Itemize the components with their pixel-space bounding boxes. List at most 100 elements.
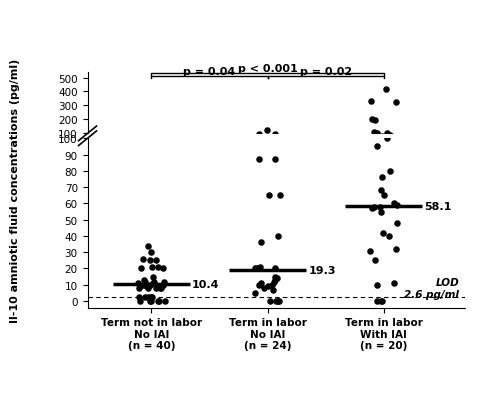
- Point: [250, 266, 258, 272]
- Point: [266, 144, 274, 150]
- Point: [372, 144, 380, 150]
- Point: [141, 143, 149, 150]
- Point: [270, 141, 278, 147]
- Point: [390, 142, 398, 149]
- Point: [136, 143, 143, 150]
- Point: [271, 157, 279, 163]
- Point: [271, 142, 279, 148]
- Point: [266, 135, 274, 141]
- Point: [272, 142, 280, 148]
- Point: [137, 141, 145, 147]
- Point: [146, 142, 154, 149]
- Point: [274, 275, 281, 282]
- Point: [152, 285, 160, 292]
- Point: [368, 205, 376, 212]
- Point: [254, 157, 262, 163]
- Point: [373, 142, 381, 149]
- Point: [386, 133, 394, 139]
- Point: [253, 141, 261, 147]
- Point: [160, 142, 168, 149]
- Point: [268, 142, 276, 149]
- Point: [136, 294, 143, 301]
- Point: [264, 284, 272, 290]
- Point: [150, 280, 158, 287]
- Point: [137, 266, 145, 272]
- Point: [372, 131, 380, 137]
- Point: [150, 279, 158, 285]
- Point: [377, 144, 385, 150]
- Point: [380, 230, 388, 237]
- Point: [144, 243, 152, 249]
- Point: [250, 141, 258, 147]
- Point: [276, 135, 284, 141]
- Point: [160, 142, 168, 149]
- Text: Il-10 amniotic fluid concentrations (pg/ml): Il-10 amniotic fluid concentrations (pg/…: [10, 59, 20, 322]
- Point: [147, 298, 155, 305]
- Point: [147, 249, 155, 256]
- Point: [382, 86, 390, 93]
- Point: [159, 142, 167, 149]
- Point: [134, 142, 142, 149]
- Point: [160, 144, 168, 150]
- Point: [274, 144, 282, 150]
- Point: [148, 142, 156, 148]
- Point: [144, 143, 152, 150]
- Point: [134, 280, 142, 287]
- Point: [390, 135, 398, 142]
- Point: [271, 274, 279, 280]
- Point: [142, 282, 150, 288]
- Point: [136, 144, 143, 150]
- Point: [148, 294, 156, 301]
- Point: [144, 139, 152, 145]
- Point: [264, 111, 272, 118]
- Point: [264, 143, 272, 149]
- Point: [257, 280, 265, 287]
- Point: [160, 298, 168, 305]
- Point: [146, 144, 154, 150]
- Point: [274, 144, 282, 150]
- Text: 10.4: 10.4: [192, 279, 220, 290]
- Point: [393, 202, 401, 209]
- Point: [269, 143, 277, 149]
- Point: [256, 264, 264, 271]
- Point: [155, 144, 163, 150]
- Point: [254, 132, 262, 138]
- Point: [150, 142, 158, 149]
- Point: [144, 294, 152, 301]
- Point: [274, 142, 281, 148]
- Point: [136, 143, 143, 149]
- Point: [377, 298, 385, 305]
- Point: [256, 141, 264, 147]
- Point: [152, 143, 160, 149]
- Point: [255, 282, 263, 288]
- Point: [156, 285, 164, 292]
- Point: [140, 282, 147, 288]
- Point: [274, 298, 282, 305]
- Point: [376, 209, 384, 215]
- Point: [136, 285, 143, 292]
- Point: [140, 142, 147, 149]
- Point: [271, 132, 279, 138]
- Point: [253, 266, 261, 272]
- Point: [376, 136, 384, 143]
- Point: [392, 137, 400, 144]
- Point: [383, 130, 391, 136]
- Point: [155, 284, 163, 290]
- Point: [144, 285, 152, 292]
- Point: [255, 142, 263, 149]
- Point: [270, 279, 278, 285]
- Point: [270, 266, 278, 272]
- Point: [154, 298, 162, 305]
- Point: [146, 298, 154, 305]
- Point: [141, 142, 149, 149]
- Point: [372, 144, 380, 150]
- Point: [270, 142, 278, 149]
- Point: [152, 258, 160, 264]
- Point: [390, 200, 398, 207]
- Point: [139, 256, 147, 262]
- Point: [378, 144, 386, 150]
- Text: 19.3: 19.3: [308, 265, 336, 275]
- Point: [368, 117, 376, 124]
- Point: [393, 136, 401, 142]
- Point: [157, 285, 165, 292]
